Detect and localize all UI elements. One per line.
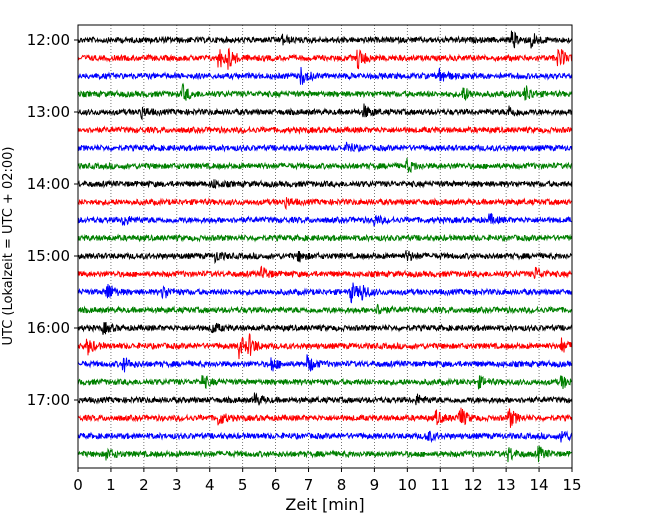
x-tick-label: 7 [304, 476, 314, 494]
seismogram-trace [77, 375, 573, 390]
seismogram-trace [77, 212, 573, 227]
seismogram-trace [77, 103, 573, 121]
seismogram-trace [77, 30, 573, 49]
x-tick-label: 15 [562, 476, 581, 494]
x-tick-label: 10 [398, 476, 417, 494]
seismogram-trace [77, 392, 573, 406]
seismogram-trace [77, 233, 573, 243]
x-tick-label: 8 [337, 476, 347, 494]
seismogram-trace [77, 47, 573, 70]
grid [110, 25, 540, 468]
seismogram-trace [77, 445, 573, 463]
seismogram-trace [77, 354, 573, 373]
x-tick-label: 14 [530, 476, 549, 494]
x-axis-label: Zeit [min] [285, 495, 364, 514]
seismogram-trace [77, 157, 573, 173]
seismogram-trace [77, 66, 573, 85]
y-tick-label: 12:00 [27, 31, 70, 49]
y-tick-label: 14:00 [27, 175, 70, 193]
seismogram-trace [77, 430, 573, 444]
x-tick-label: 12 [464, 476, 483, 494]
traces [77, 30, 573, 463]
seismogram-trace [77, 82, 573, 102]
y-tick-label: 16:00 [27, 319, 70, 337]
seismogram-trace [77, 303, 573, 315]
y-axis-label: UTC (Lokalzeit = UTC + 02:00) [1, 147, 16, 346]
y-tick-label: 15:00 [27, 247, 70, 265]
seismogram-trace [77, 197, 573, 211]
x-tick-label: 3 [172, 476, 182, 494]
x-tick-label: 2 [139, 476, 149, 494]
x-axis: 0 1 2 3 4 5 6 7 8 9 10 11 12 13 14 15 [73, 468, 582, 494]
seismogram-trace [77, 282, 573, 304]
y-tick-label: 13:00 [27, 103, 70, 121]
x-tick-label: 0 [73, 476, 83, 494]
y-axis: 12:00 13:00 14:00 15:00 16:00 17:00 [27, 31, 78, 409]
seismogram-trace [77, 333, 573, 360]
seismogram-trace [77, 250, 573, 265]
seismogram-trace [77, 179, 573, 189]
x-tick-label: 1 [106, 476, 116, 494]
x-tick-label: 5 [238, 476, 248, 494]
x-tick-label: 4 [205, 476, 215, 494]
plot-frame [77, 24, 573, 469]
seismogram-trace [77, 265, 573, 279]
seismogram-trace [77, 125, 573, 135]
seismogram-trace [77, 141, 573, 153]
x-tick-label: 13 [497, 476, 516, 494]
seismogram-trace [77, 407, 573, 428]
seismogram-trace [77, 321, 573, 335]
x-tick-label: 9 [370, 476, 380, 494]
y-tick-label: 17:00 [27, 391, 70, 409]
x-tick-label: 11 [431, 476, 450, 494]
x-tick-label: 6 [271, 476, 281, 494]
